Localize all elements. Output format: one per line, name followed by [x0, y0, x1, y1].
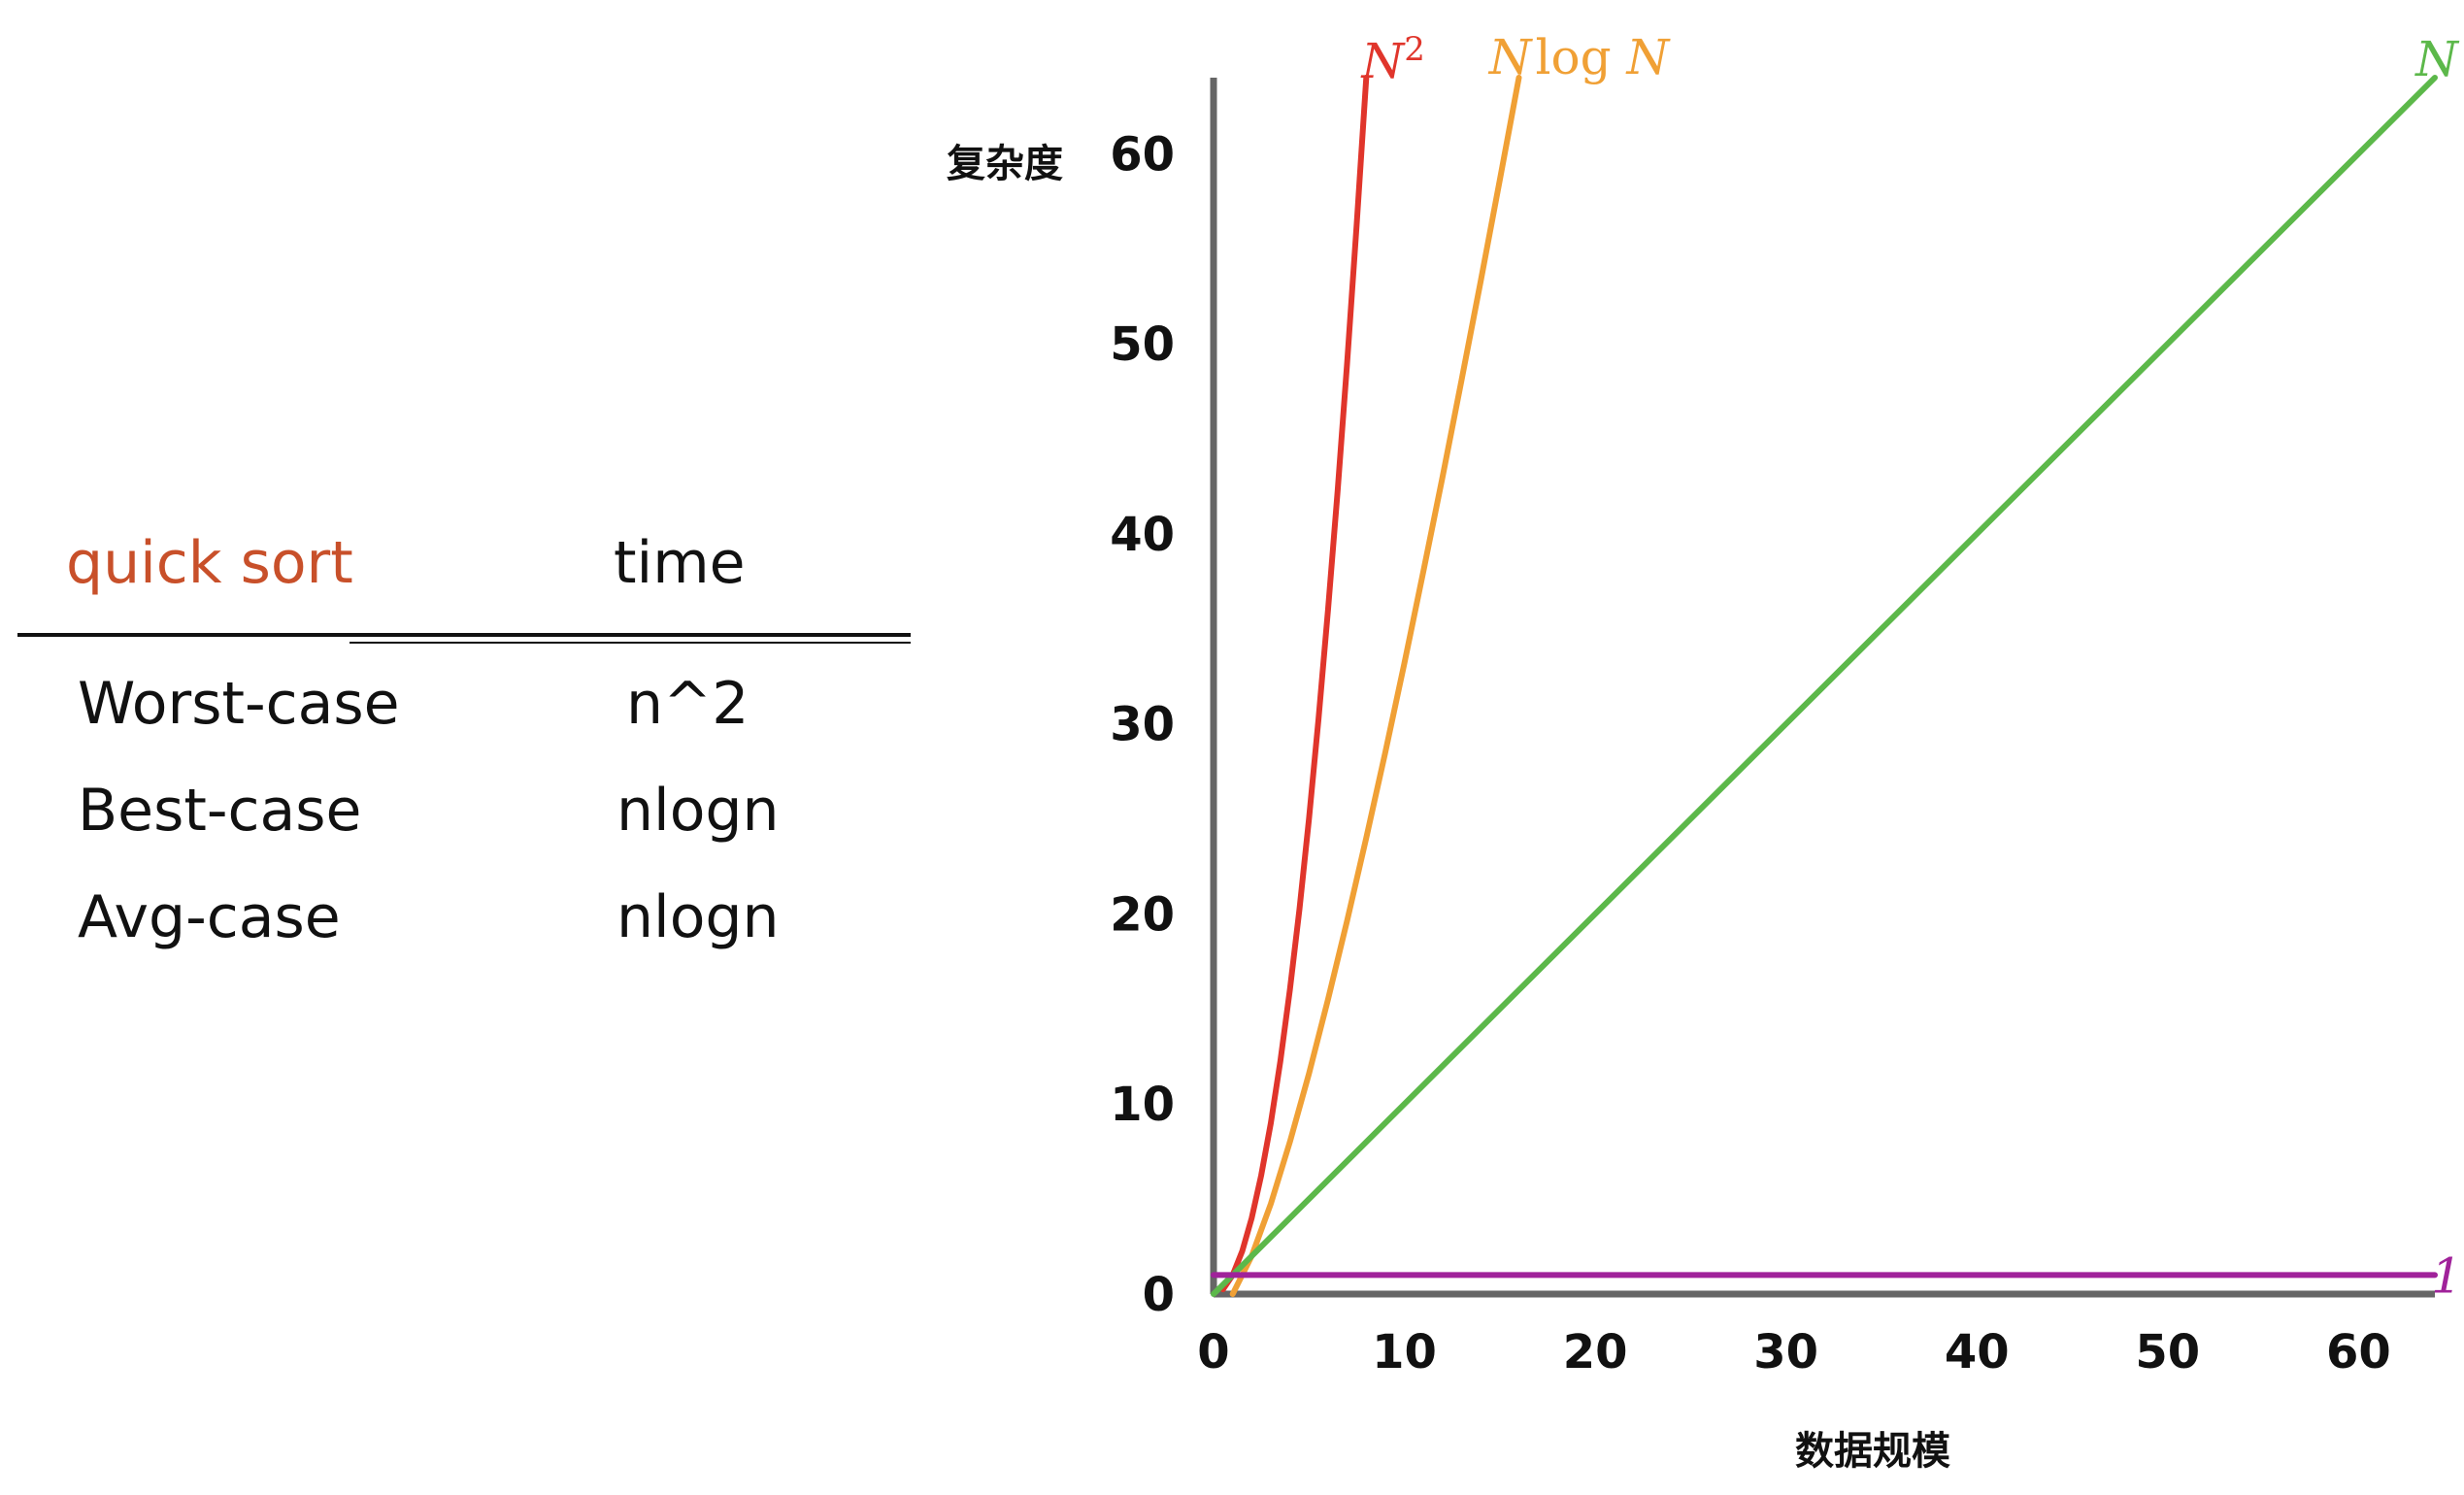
x-tick-label-30: 30	[1753, 1325, 1818, 1379]
x-tick-label-0: 0	[1197, 1325, 1229, 1379]
table-header-algorithm: quick sort	[66, 529, 353, 597]
y-axis-title: 复杂度	[947, 142, 1063, 186]
table-row-best-case: Best-case	[78, 777, 362, 845]
x-tick-label-20: 20	[1563, 1325, 1628, 1379]
x-tick-label-40: 40	[1945, 1325, 2010, 1379]
y-tick-label-50: 50	[1110, 317, 1175, 372]
x-tick-label-50: 50	[2135, 1325, 2200, 1379]
series-line-2	[1211, 75, 2438, 1297]
complexity-table: quick sort time Worst-case n^2 Best-case…	[0, 0, 932, 1495]
table-header-time: time	[614, 529, 746, 597]
table-row-avg-time: nlogn	[616, 883, 780, 951]
series-line-0	[1219, 75, 1370, 1293]
series-label-2: N	[2414, 31, 2460, 87]
y-tick-label-40: 40	[1110, 508, 1175, 562]
header-divider-underline	[350, 642, 911, 644]
x-tick-label-10: 10	[1372, 1325, 1437, 1379]
table-row-avg-case: Avg-case	[78, 883, 341, 951]
header-divider	[17, 633, 911, 637]
series-label-1: Nlog N	[1488, 29, 1672, 85]
x-tick-label-60: 60	[2326, 1325, 2391, 1379]
series-label-3: 1	[2431, 1247, 2462, 1304]
y-tick-label-60: 60	[1110, 127, 1175, 182]
y-tick-label-20: 20	[1110, 887, 1175, 942]
y-tick-label-30: 30	[1110, 698, 1175, 752]
x-axis-title: 数据规模	[1795, 1429, 1950, 1474]
table-row-best-time: nlogn	[616, 777, 780, 845]
series-line-1	[1229, 75, 1522, 1297]
y-tick-label-0: 0	[1143, 1268, 1175, 1322]
table-row-worst-case: Worst-case	[78, 670, 400, 738]
table-row-worst-time: n^2	[626, 670, 749, 738]
series-label-0: N2	[1361, 30, 1425, 89]
y-tick-label-10: 10	[1110, 1078, 1175, 1132]
